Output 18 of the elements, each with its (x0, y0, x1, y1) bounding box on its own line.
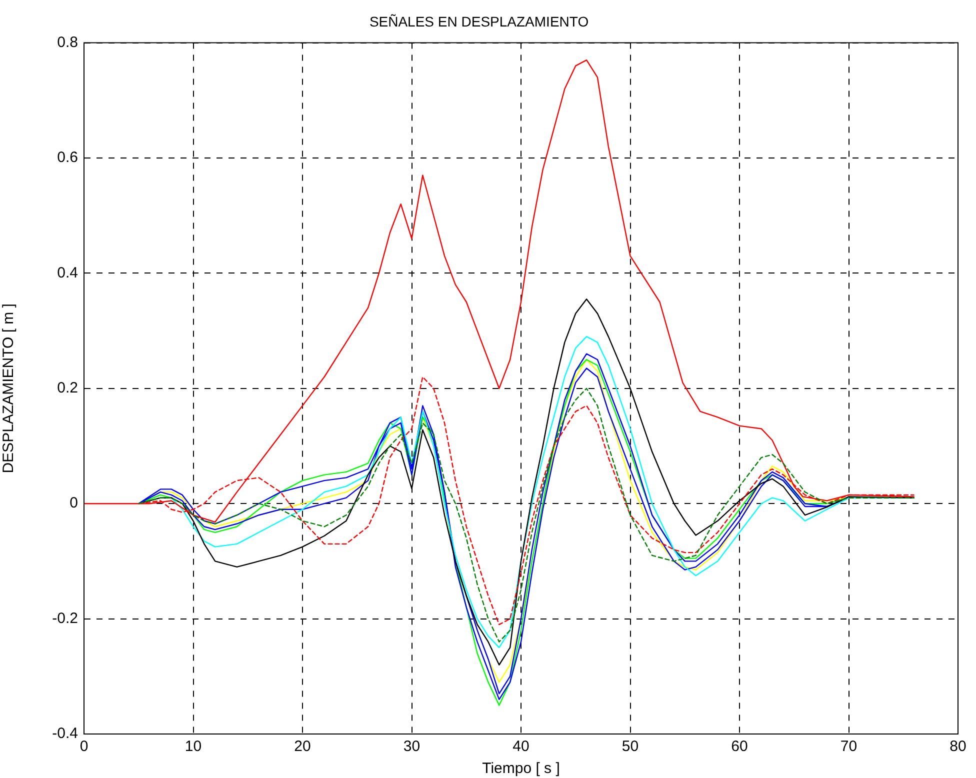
x-tick-label: 10 (184, 738, 202, 756)
y-tick-label: 0.2 (57, 380, 78, 397)
x-tick-label: 50 (622, 738, 639, 756)
x-tick-label: 30 (403, 738, 420, 756)
chart-title: SEÑALES EN DESPLAZAMIENTO (369, 13, 589, 30)
x-axis-title: Tiempo [ s ] (482, 760, 560, 778)
y-tick-label: 0.4 (57, 264, 78, 282)
x-tick-label: 60 (731, 738, 748, 756)
y-tick-label: 0.6 (57, 149, 78, 166)
x-tick-label: 70 (840, 738, 858, 756)
y-tick-label: -0.2 (52, 610, 78, 627)
x-tick-label: 20 (294, 738, 311, 756)
y-tick-label: 0.8 (57, 34, 78, 51)
y-tick-label: 0 (70, 494, 78, 512)
y-tick-label: -0.4 (52, 725, 78, 742)
x-tick-label: 40 (512, 738, 530, 756)
x-tick-label: 80 (950, 738, 966, 756)
y-axis-title: DESPLAZAMIENTO [ m ] (0, 304, 18, 474)
